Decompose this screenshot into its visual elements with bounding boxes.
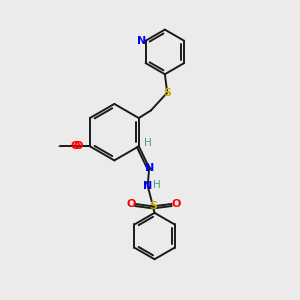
Text: O: O xyxy=(126,199,135,209)
Text: N: N xyxy=(137,36,147,46)
Text: N: N xyxy=(145,163,154,173)
Text: O: O xyxy=(171,199,181,209)
Text: O: O xyxy=(74,141,83,151)
Text: methoxy: methoxy xyxy=(58,146,64,147)
Text: S: S xyxy=(149,201,157,211)
Text: O: O xyxy=(70,141,80,151)
Text: H: H xyxy=(153,180,161,190)
Text: S: S xyxy=(163,88,171,98)
Text: N: N xyxy=(143,181,152,191)
Text: H: H xyxy=(144,138,152,148)
